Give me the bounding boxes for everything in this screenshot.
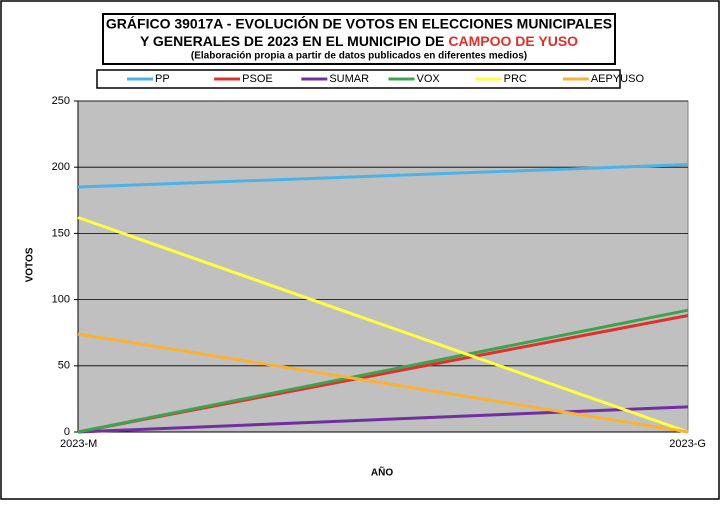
chart-title-line: Y GENERALES DE 2023 EN EL MUNICIPIO DE <box>140 33 444 49</box>
legend-label: SUMAR <box>329 73 369 85</box>
y-tick-label: 200 <box>52 161 70 173</box>
series-line <box>77 405 689 434</box>
legend-label: AEPYUSO <box>591 73 645 85</box>
chart-subtitle: (Elaboración propia a partir de datos pu… <box>191 51 527 62</box>
series-line <box>77 332 689 434</box>
chart-title-highlight: CAMPOO DE YUSO <box>448 33 578 49</box>
y-tick-label: 150 <box>52 227 70 239</box>
y-axis-label: VOTOS <box>25 247 36 282</box>
y-tick-label: 0 <box>64 426 70 438</box>
series-line <box>77 308 689 434</box>
series-line <box>77 216 689 434</box>
y-tick-label: 250 <box>52 95 70 107</box>
x-tick-label: 2023-M <box>60 438 97 450</box>
x-axis-label: AÑO <box>371 466 393 479</box>
legend-label: PSOE <box>242 73 273 85</box>
y-tick-label: 50 <box>58 360 70 372</box>
legend-label: PP <box>155 73 170 85</box>
legend-label: VOX <box>417 73 441 85</box>
chart-title: GRÁFICO 39017A - EVOLUCIÓN DE VOTOS EN E… <box>106 15 612 32</box>
y-tick-label: 100 <box>52 294 70 306</box>
legend-box <box>96 69 621 89</box>
x-tick-label: 2023-G <box>669 438 706 450</box>
legend-label: PRC <box>504 73 527 85</box>
plot-area <box>77 100 689 433</box>
chart-title: Y GENERALES DE 2023 EN EL MUNICIPIO DE CA… <box>140 33 578 49</box>
title-box <box>102 13 616 65</box>
series-line <box>77 163 689 189</box>
